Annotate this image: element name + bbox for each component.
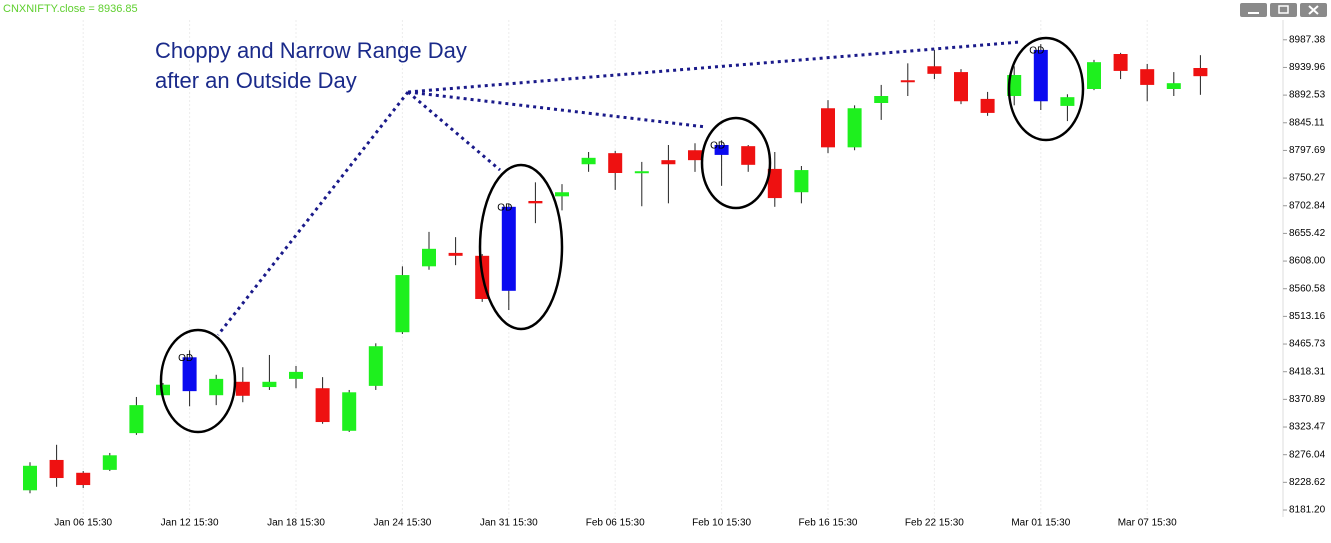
candle-body [1140, 69, 1155, 85]
candle-body [767, 168, 782, 199]
candle-body [129, 405, 144, 434]
candle-body [1193, 68, 1208, 77]
candle-body [634, 171, 649, 174]
plot-area: 8181.20 8228.62 8276.04 8323.47 8370.89 8418.… [23, 20, 1326, 529]
highlight-ellipse [159, 328, 237, 434]
candle-body [262, 381, 277, 388]
candle-body [555, 192, 569, 197]
annotation-pointer [407, 90, 707, 129]
highlight-label: OD [710, 141, 725, 152]
y-tick-label: 8323.47 [1289, 422, 1326, 433]
y-tick-label: 8181.20 [1289, 505, 1326, 516]
annotation: after an Outside Day [155, 68, 357, 93]
minimize-button[interactable] [1240, 3, 1267, 17]
y-tick-label: 8228.62 [1289, 477, 1326, 488]
candle-body [980, 98, 995, 113]
candle-body [1166, 83, 1181, 90]
candle-body [49, 459, 64, 479]
candle-body [102, 455, 117, 470]
candle-body [76, 472, 91, 486]
candle-body [927, 66, 942, 74]
y-tick-label: 8892.53 [1289, 90, 1326, 101]
x-tick-label: Jan 24 15:30 [373, 518, 431, 529]
highlight-label: OD [178, 353, 193, 364]
y-tick-label: 8750.27 [1289, 173, 1326, 184]
candle-body [954, 72, 968, 102]
annotation-pointer [216, 91, 410, 336]
x-tick-label: Jan 31 15:30 [480, 518, 538, 529]
highlight-ellipse [700, 116, 772, 210]
candle-body [182, 357, 197, 392]
x-tick-label: Jan 06 15:30 [54, 518, 112, 529]
candle-body [23, 465, 37, 491]
candle-body [315, 388, 330, 423]
candle-body [342, 392, 357, 431]
icon [1308, 5, 1319, 15]
x-tick-label: Mar 01 15:30 [1011, 518, 1070, 529]
candle-body [1113, 54, 1128, 71]
y-tick-label: 8845.11 [1289, 117, 1325, 128]
candle-body [395, 275, 410, 333]
y-tick-label: 8276.04 [1289, 449, 1326, 460]
candle-body [581, 157, 596, 165]
candle-body [156, 384, 170, 396]
window-buttons [1240, 3, 1327, 17]
x-tick-label: Feb 06 15:30 [586, 518, 645, 529]
candle-body [422, 248, 436, 267]
highlight-ellipse [478, 163, 564, 331]
highlight-ellipse [1007, 36, 1085, 142]
annotation-shapes [159, 36, 1085, 434]
y-tick-label: 8987.38 [1289, 34, 1326, 45]
y-tick-label: 8702.84 [1289, 200, 1326, 211]
maximize-button[interactable] [1270, 3, 1297, 17]
candle-body [900, 80, 915, 83]
candle-body [608, 153, 623, 173]
candle-body [661, 160, 676, 165]
x-tick-label: Jan 12 15:30 [161, 518, 219, 529]
candle-body [821, 108, 835, 148]
y-tick-label: 8465.73 [1289, 339, 1326, 350]
candle-body [688, 150, 702, 161]
y-tick-label: 8418.31 [1289, 366, 1326, 377]
x-tick-label: Feb 22 15:30 [905, 518, 964, 529]
candle-body [289, 371, 303, 379]
candle-body [501, 206, 516, 291]
x-tick-label: Feb 10 15:30 [692, 518, 751, 529]
candle-body [741, 146, 756, 165]
candle-body [1033, 49, 1048, 102]
candle-body [1087, 62, 1101, 90]
highlight-label: OD [1029, 46, 1044, 57]
annotation: Choppy and Narrow Range Day [155, 38, 467, 63]
y-tick-label: 8560.58 [1289, 283, 1326, 294]
candle-body [235, 381, 250, 396]
annotation-pointer [407, 40, 1021, 94]
y-tick-label: 8939.96 [1289, 62, 1326, 73]
annotation-pointer [407, 90, 501, 172]
candle-body [847, 108, 862, 148]
candle-body [368, 346, 383, 386]
candle-body [714, 144, 729, 155]
y-tick-label: 8370.89 [1289, 394, 1326, 405]
x-tick-label: Feb 16 15:30 [799, 518, 858, 529]
highlight-label: OD [497, 202, 512, 213]
candle-body [874, 95, 889, 103]
candle-body [794, 170, 809, 193]
icon [1278, 5, 1289, 14]
y-tick-label: 8608.00 [1289, 256, 1326, 267]
y-tick-label: 8513.16 [1289, 311, 1326, 322]
candle-body [448, 252, 463, 256]
candle-body [1060, 97, 1075, 106]
candle-body [528, 200, 543, 204]
chart-title: CNXNIFTY.close = 8936.85 [3, 3, 138, 15]
candle-body [209, 378, 224, 396]
y-tick-label: 8797.69 [1289, 145, 1326, 156]
x-tick-label: Mar 07 15:30 [1118, 518, 1177, 529]
y-tick-label: 8655.42 [1289, 228, 1326, 239]
x-tick-label: Jan 18 15:30 [267, 518, 325, 529]
